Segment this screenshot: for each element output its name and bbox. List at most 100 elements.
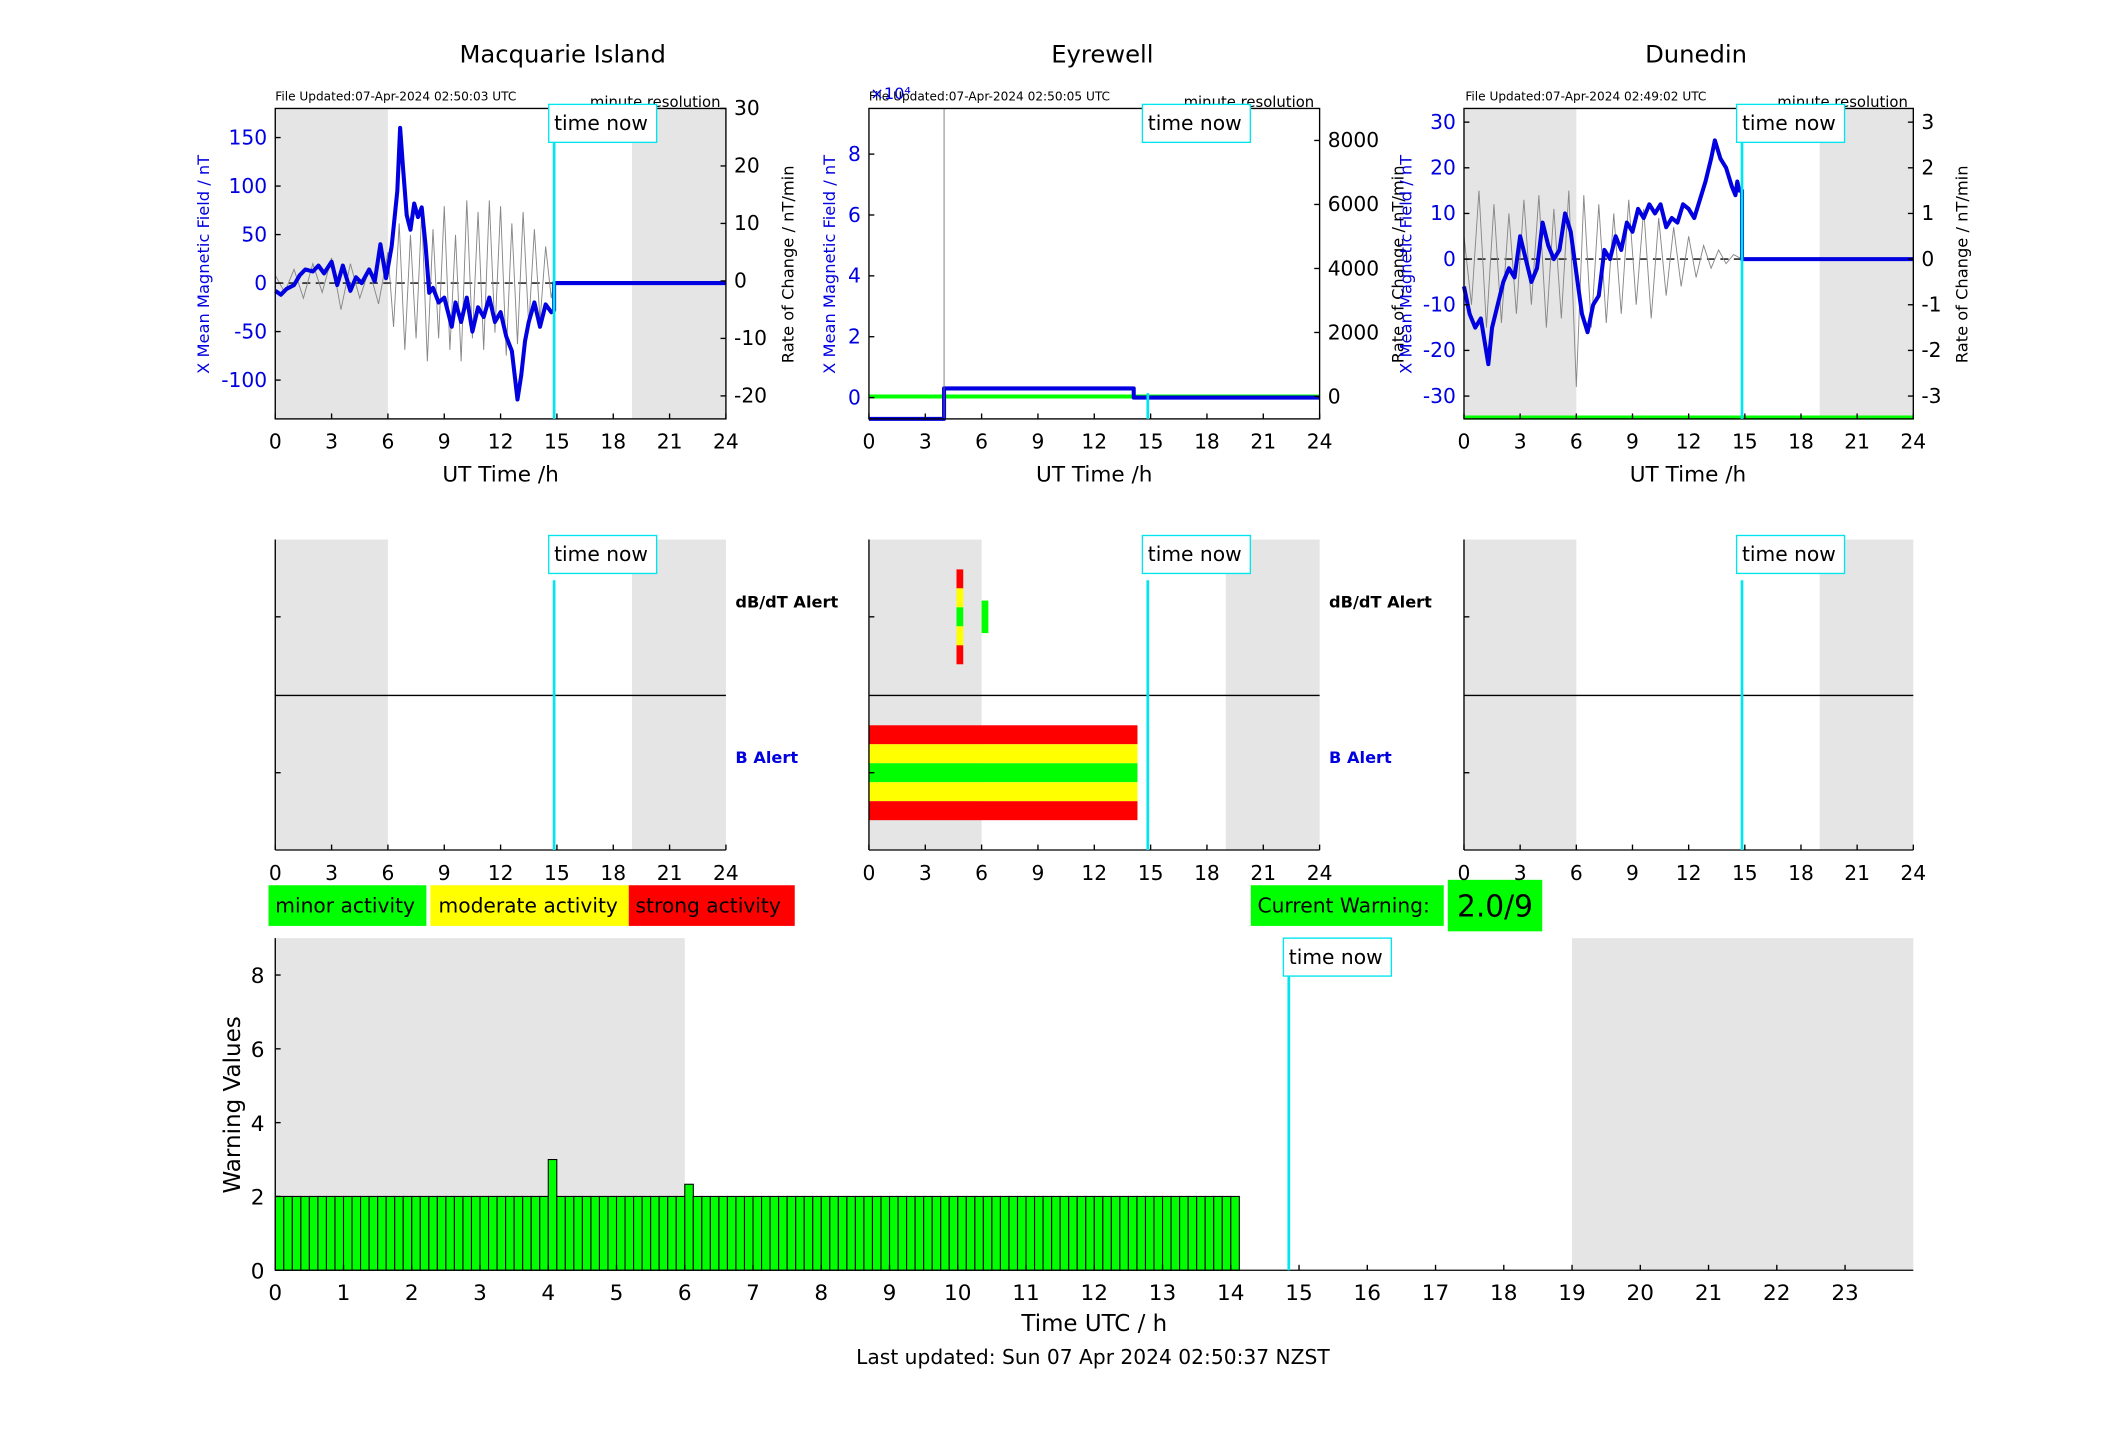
right-tick-label-eyrewell-2: 4000 — [1328, 256, 1379, 280]
legend-strong-swatch — [628, 885, 795, 926]
ylabel-right-dunedin: Rate of Change / nT/min — [1952, 165, 1971, 363]
alert-x-tick-label-eyrewell-0: 0 — [863, 861, 876, 885]
dbdt-alert-bar-eyrewell-0-3 — [956, 626, 964, 646]
alert-x-tick-label-dunedin-0: 0 — [1458, 861, 1471, 885]
ylabel-left-eyrewell: X Mean Magnetic Field / nT — [820, 155, 839, 374]
warning-bar — [743, 1195, 754, 1271]
ylabel-left-dunedin: X Mean Magnetic Field / nT — [1396, 155, 1415, 374]
rate-series-macquarie — [274, 200, 555, 362]
left-tick-label-dunedin-6: -30 — [1423, 384, 1456, 408]
warning-x-tick-label-5: 5 — [610, 1281, 624, 1306]
right-tick-label-macquarie-3: 0 — [734, 269, 747, 293]
alert-x-tick-label-macquarie-4: 12 — [488, 861, 514, 885]
warning-bar — [931, 1195, 942, 1271]
warning-bar — [334, 1195, 345, 1271]
warning-bar — [377, 1195, 387, 1271]
time-now-label-dunedin: time now — [1742, 111, 1836, 135]
right-tick-label-dunedin-6: -3 — [1921, 384, 1941, 408]
time-now-box-macquarie-alert — [548, 534, 658, 575]
file-updated-dunedin: File Updated:07-Apr-2024 02:49:02 UTC — [1465, 89, 1706, 103]
left-tick-label-macquarie-0: 150 — [229, 125, 268, 149]
warning-bar — [940, 1195, 950, 1271]
legend-moderate-label: moderate activity — [439, 893, 618, 917]
warning-bar — [1119, 1195, 1129, 1271]
file-updated-eyrewell: File Updated:07-Apr-2024 02:50:05 UTC — [869, 89, 1110, 103]
right-tick-label-dunedin-1: 2 — [1921, 156, 1934, 180]
alert-x-tick-label-dunedin-6: 18 — [1788, 861, 1814, 885]
warning-bar — [1179, 1195, 1189, 1271]
warning-x-tick-label-14: 14 — [1217, 1281, 1244, 1306]
warning-bar — [513, 1195, 524, 1271]
warning-bar — [615, 1195, 626, 1271]
warning-bar — [709, 1195, 720, 1271]
right-tick-label-macquarie-0: 30 — [734, 96, 760, 120]
time-now-box-eyrewell — [1141, 103, 1252, 144]
warning-bar — [675, 1195, 686, 1271]
warning-bar — [974, 1195, 984, 1271]
warning-bar — [795, 1195, 805, 1271]
warning-bar — [641, 1195, 652, 1271]
left-tick-label-dunedin-1: 20 — [1430, 156, 1456, 180]
night-shading-macquarie-1 — [632, 108, 726, 419]
warning-bar — [854, 1195, 865, 1271]
warning-x-tick-label-9: 9 — [883, 1281, 897, 1306]
b-alert-label-eyrewell: B Alert — [1329, 748, 1392, 767]
x-tick-label-macquarie-2: 6 — [381, 430, 394, 454]
warning-x-tick-label-11: 11 — [1012, 1281, 1039, 1306]
field-series-macquarie — [274, 125, 726, 402]
warning-bar — [803, 1195, 814, 1271]
alert-plot-macquarie: 0 3 6 9 12 15 18 21 24 time now — [269, 534, 739, 885]
warning-bar — [1110, 1195, 1121, 1271]
warning-bar — [590, 1195, 600, 1271]
warning-bar — [1059, 1195, 1070, 1271]
left-tick-label-macquarie-3: 0 — [254, 271, 267, 295]
warning-x-tick-label-15: 15 — [1285, 1281, 1312, 1306]
warning-bar — [1008, 1195, 1019, 1271]
warning-bar — [982, 1195, 993, 1271]
alert-x-tick-label-macquarie-5: 15 — [544, 861, 570, 885]
warning-x-tick-label-18: 18 — [1490, 1281, 1517, 1306]
b-alert-bar-eyrewell-0-3 — [868, 782, 1138, 802]
warning-bar — [829, 1195, 839, 1271]
warning-bar — [948, 1195, 959, 1271]
field-series-dunedin — [1462, 138, 1914, 367]
warning-x-tick-label-22: 22 — [1763, 1281, 1790, 1306]
warning-x-tick-label-1: 1 — [337, 1281, 351, 1306]
left-tick-label-macquarie-1: 100 — [229, 174, 268, 198]
x-tick-label-macquarie-4: 12 — [488, 430, 514, 454]
warning-bar — [488, 1195, 498, 1271]
warning-bar — [1230, 1195, 1240, 1271]
warning-x-tick-label-6: 6 — [678, 1281, 692, 1306]
station-title-dunedin: Dunedin — [1645, 39, 1747, 68]
x-tick-label-eyrewell-7: 21 — [1250, 430, 1276, 454]
legend-minor-swatch — [268, 885, 427, 926]
night-shading-dunedin-1 — [1819, 108, 1914, 419]
time-now-box-dunedin — [1735, 103, 1846, 144]
warning-bar — [556, 1195, 566, 1271]
x-tick-label-dunedin-6: 18 — [1788, 430, 1814, 454]
warning-bar — [385, 1195, 396, 1271]
warning-y-tick-label-2: 4 — [251, 1112, 265, 1137]
time-now-label-dunedin-alert: time now — [1742, 542, 1836, 566]
x-tick-label-eyrewell-8: 24 — [1307, 430, 1333, 454]
right-tick-label-macquarie-5: -20 — [734, 384, 767, 408]
station-alert-plots: 0 3 6 9 12 15 18 21 24 time now 0 3 6 9 12 15 18 21 24 time… — [269, 534, 1926, 885]
warning-bar — [428, 1195, 438, 1271]
alert-plot-eyrewell: 0 3 6 9 12 15 18 21 24 time now — [863, 534, 1332, 885]
warning-x-tick-label-23: 23 — [1831, 1281, 1858, 1306]
time-now-label-macquarie-alert: time now — [554, 542, 648, 566]
warning-bar — [658, 1195, 669, 1271]
left-tick-label-macquarie-5: -100 — [221, 368, 267, 392]
warning-bar — [837, 1195, 848, 1271]
left-tick-label-dunedin-0: 30 — [1430, 110, 1456, 134]
warning-bar — [581, 1195, 592, 1271]
ylabel-left-macquarie: X Mean Magnetic Field / nT — [194, 155, 213, 374]
x-tick-label-eyrewell-0: 0 — [863, 430, 876, 454]
alert-x-tick-label-macquarie-8: 24 — [713, 861, 739, 885]
time-now-box-warning — [1282, 937, 1393, 977]
right-tick-label-macquarie-4: -10 — [734, 326, 767, 350]
